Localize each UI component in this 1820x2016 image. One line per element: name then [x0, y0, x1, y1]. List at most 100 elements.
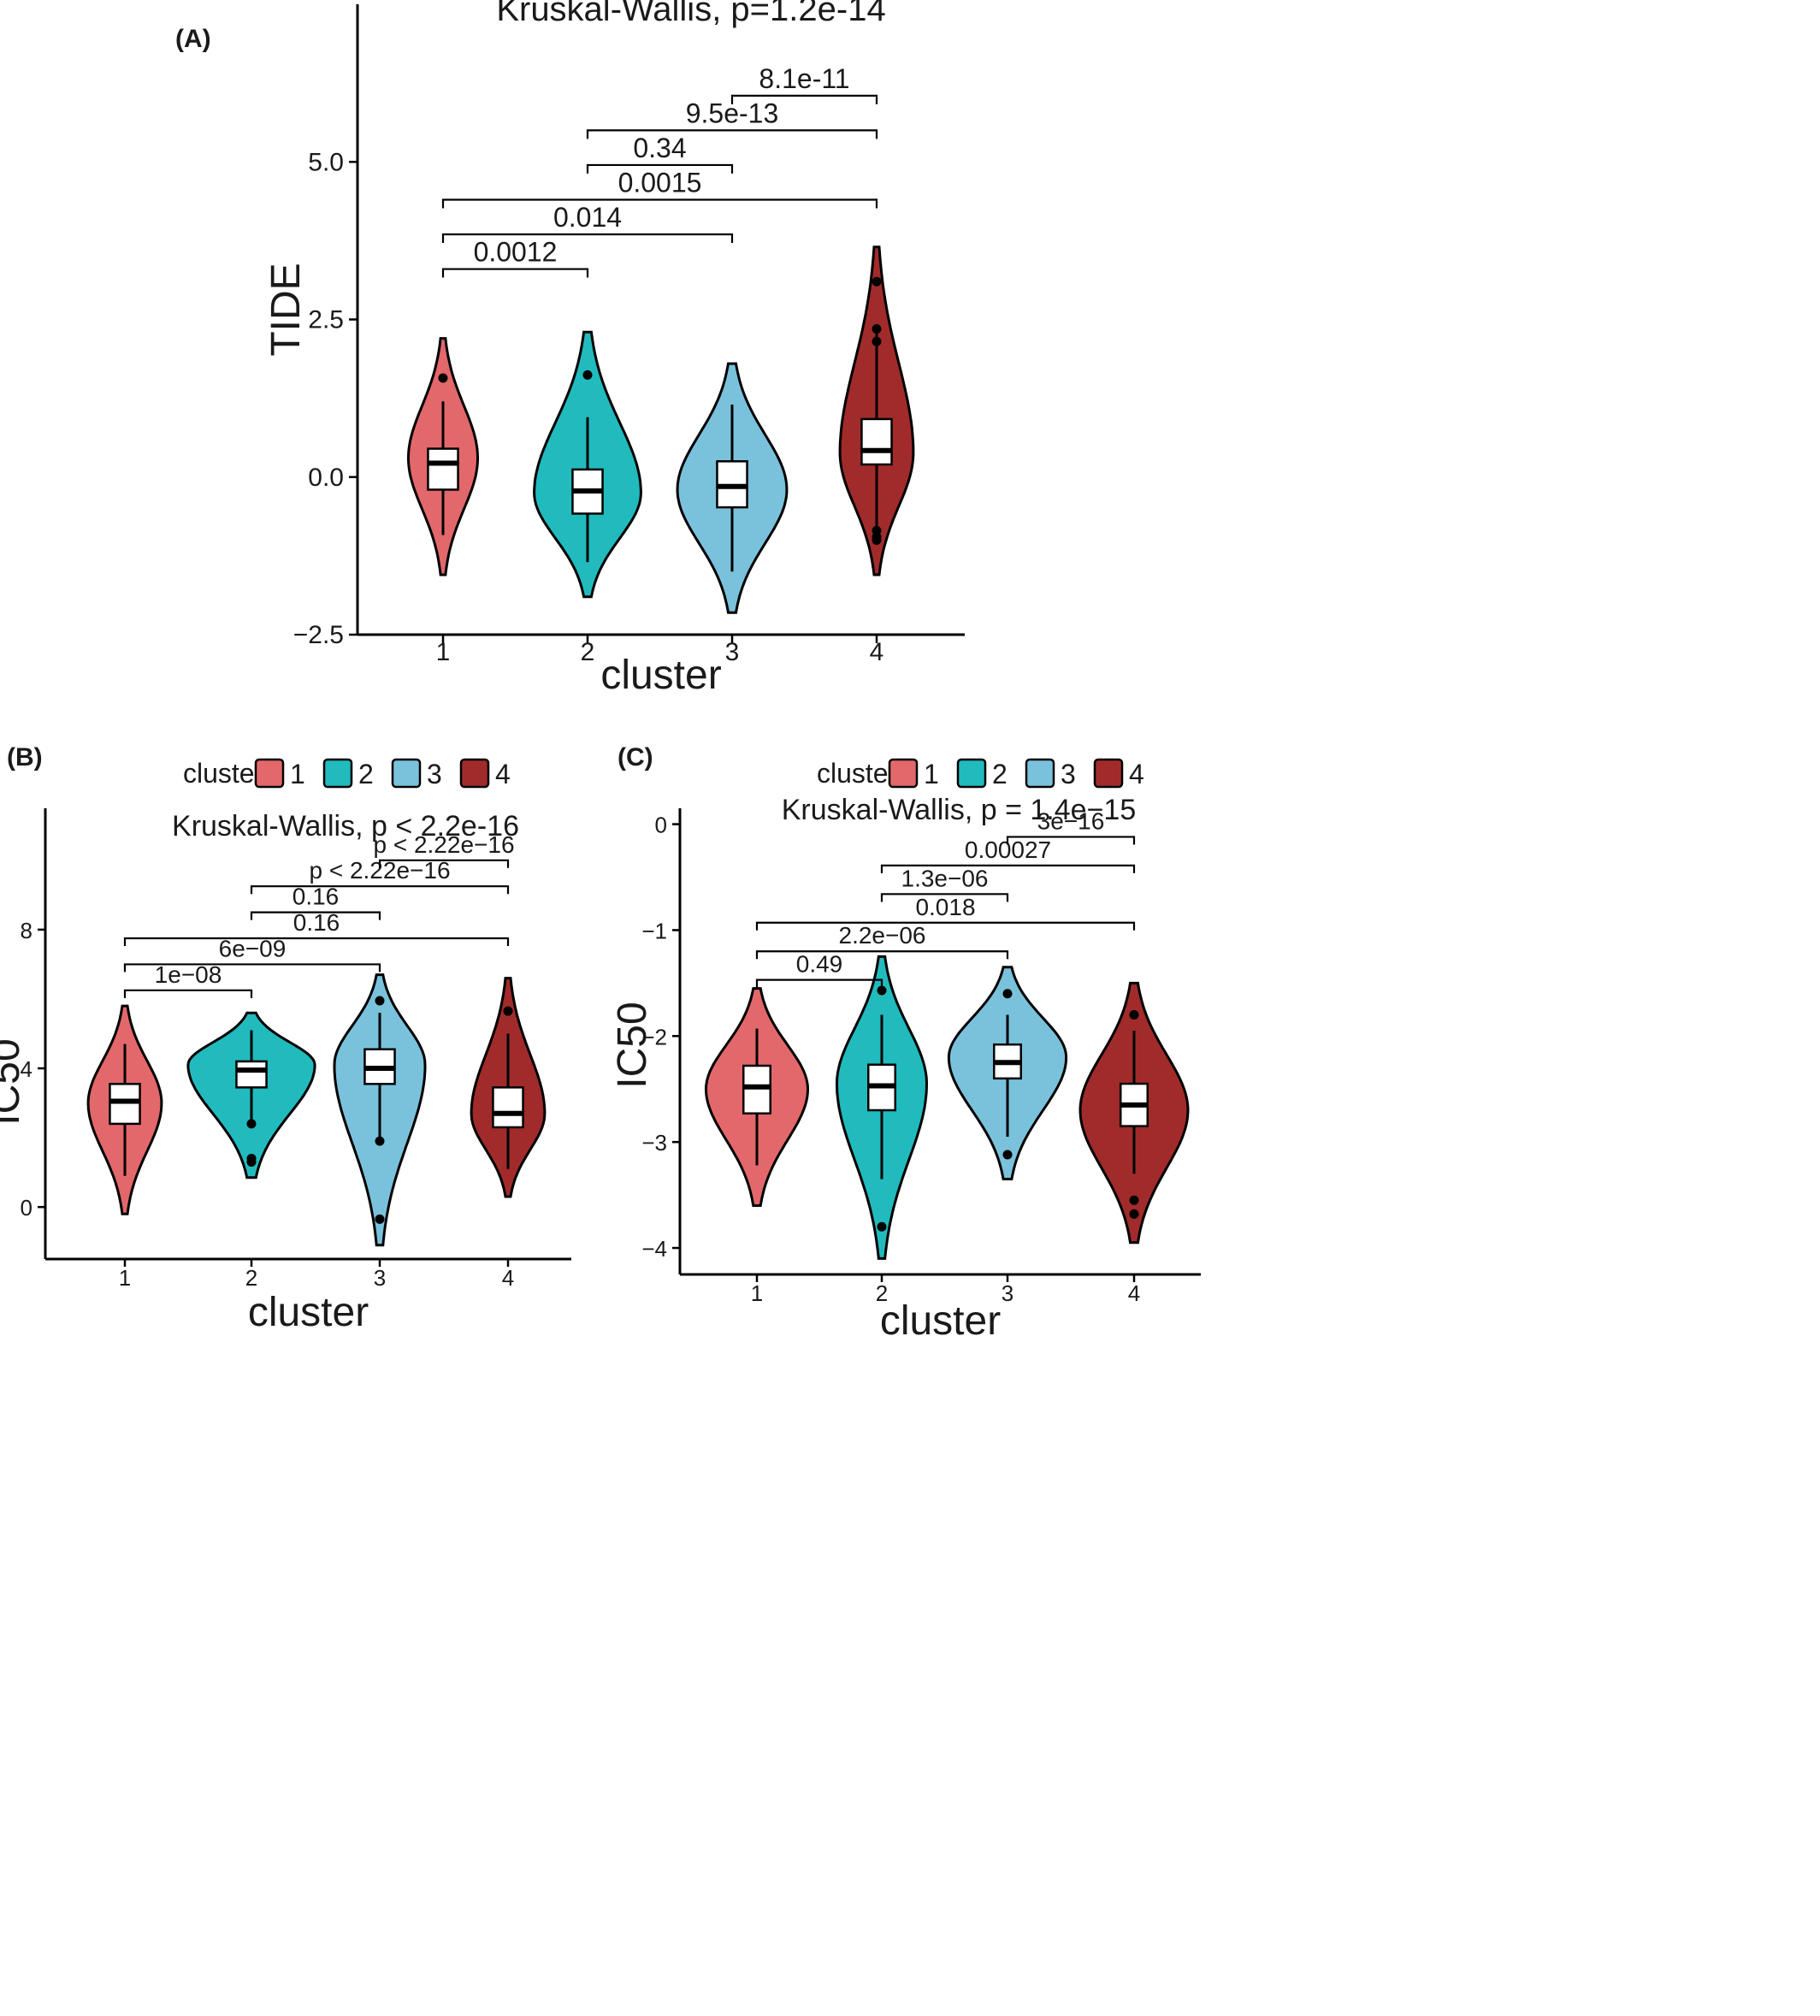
x-axis-title: cluster	[600, 653, 721, 698]
panel-a: (A) Kruskal-Wallis, p=1.2e-14 −2.5 0.0 2.5 5.…	[175, 0, 965, 698]
panel-label: (C)	[618, 743, 653, 772]
bracket-line	[250, 885, 510, 895]
x-tick-label: 4	[870, 638, 884, 666]
box	[742, 1064, 771, 1114]
legend-title: cluster	[183, 758, 264, 789]
y-tick-label: 5.0	[308, 148, 344, 176]
violin-group-cluster-4	[470, 977, 547, 1198]
chart-title: Kruskal-Wallis, p=1.2e-14	[496, 0, 885, 28]
legend-swatch	[956, 758, 987, 789]
p-value-label: 0.014	[553, 202, 622, 233]
y-tick-label: 0	[21, 1195, 32, 1221]
legend-title: cluster	[817, 758, 898, 789]
outlier-point	[1129, 1195, 1139, 1205]
legend-swatch	[888, 758, 919, 789]
violin-group-cluster-2	[835, 955, 929, 1260]
comparison-bracket: 0.16	[123, 909, 510, 947]
legend-label: 1	[924, 759, 939, 789]
legend-swatch	[459, 758, 490, 789]
legend-swatch	[322, 758, 353, 789]
bracket-line	[586, 163, 734, 174]
y-tick-label: 2.5	[308, 306, 344, 334]
legend-label: 4	[495, 759, 511, 789]
outlier-point	[872, 324, 882, 334]
y-tick-label: −2	[641, 1024, 667, 1049]
comparison-bracket: 0.0012	[441, 237, 589, 278]
x-tick-label: 1	[119, 1265, 131, 1291]
panel-label: (A)	[175, 25, 211, 53]
p-value-label: 8.1e-11	[759, 63, 849, 94]
p-value-label: 0.0012	[474, 237, 558, 268]
violin-group-cluster-2	[186, 1011, 316, 1179]
violin-group-cluster-4	[1078, 981, 1190, 1244]
legend-swatch	[254, 758, 285, 789]
outlier-point	[375, 996, 385, 1006]
p-value-label: 2.2e−06	[839, 922, 926, 949]
bracket-line	[123, 937, 510, 947]
legend-label: 2	[992, 759, 1008, 789]
box	[492, 1086, 524, 1129]
comparison-bracket: 3e−16	[1006, 807, 1136, 845]
bracket-line	[441, 233, 734, 244]
outlier-point	[503, 1006, 513, 1016]
p-value-label: 0.16	[292, 884, 340, 910]
outlier-point	[582, 370, 593, 380]
x-tick-label: 2	[581, 638, 595, 666]
y-tick-label: 0	[655, 813, 667, 838]
outlier-point	[1002, 989, 1013, 999]
y-tick-label: −4	[641, 1236, 667, 1262]
box	[427, 447, 459, 491]
bracket-line	[586, 129, 878, 139]
y-axis-title: IC50	[0, 1038, 28, 1125]
violin-group-cluster-1	[704, 987, 810, 1207]
bracket-line	[378, 859, 510, 868]
x-axis-title: cluster	[880, 1298, 1001, 1344]
p-value-label: 3e−16	[1037, 807, 1105, 834]
chart-title: Kruskal-Wallis, p < 2.2e-16	[172, 810, 519, 842]
bracket-line	[880, 893, 1009, 902]
p-value-label: 0.018	[915, 894, 975, 920]
x-axis-title: cluster	[248, 1290, 369, 1335]
bracket-line	[441, 198, 878, 209]
outlier-point	[877, 1221, 887, 1232]
comparison-bracket: 8.1e-11	[730, 63, 878, 104]
bracket-line	[755, 921, 1136, 931]
y-axis-title: TIDE	[263, 263, 309, 356]
legend-swatch	[1093, 758, 1124, 789]
comparison-bracket: p < 2.22e−16	[373, 831, 515, 868]
outlier-point	[872, 276, 882, 287]
bracket-line	[250, 911, 381, 920]
comparison-bracket: 6e−09	[123, 935, 381, 973]
panel-c: (C) Kruskal-Wallis, p = 1.4e−15 cluster 1 2 3…	[610, 743, 1201, 1344]
outlier-point	[375, 1136, 385, 1146]
x-tick-label: 4	[1128, 1280, 1140, 1306]
p-value-label: 0.49	[796, 951, 843, 978]
x-tick-label: 4	[502, 1265, 514, 1291]
legend-swatch	[391, 758, 422, 789]
x-tick-label: 2	[245, 1265, 257, 1291]
bracket-line	[123, 989, 253, 998]
p-value-label: 0.16	[293, 909, 340, 936]
violin-group-cluster-4	[838, 245, 915, 576]
comparison-bracket: 0.34	[586, 133, 734, 174]
legend-label: 4	[1129, 759, 1144, 789]
legend-label: 3	[1061, 759, 1076, 789]
legend-label: 1	[290, 759, 305, 789]
outlier-point	[877, 985, 887, 996]
y-tick-label: −2.5	[293, 621, 344, 649]
bracket-line	[755, 978, 883, 988]
y-tick-label: −3	[641, 1130, 667, 1156]
violin-group-cluster-2	[533, 330, 642, 599]
legend-label: 2	[358, 759, 374, 789]
p-value-label: 6e−09	[219, 935, 287, 961]
bracket-line	[755, 950, 1009, 960]
comparison-bracket: 0.49	[755, 951, 883, 988]
panel-label: (B)	[7, 743, 43, 772]
legend: cluster 1 2 3 4	[183, 758, 511, 789]
p-value-label: 0.34	[633, 133, 686, 163]
y-tick-label: 0.0	[308, 464, 344, 492]
violin-group-cluster-1	[86, 1004, 163, 1215]
comparison-bracket: 0.16	[250, 884, 381, 920]
x-tick-label: 3	[1002, 1280, 1013, 1306]
bracket-line	[123, 963, 381, 973]
